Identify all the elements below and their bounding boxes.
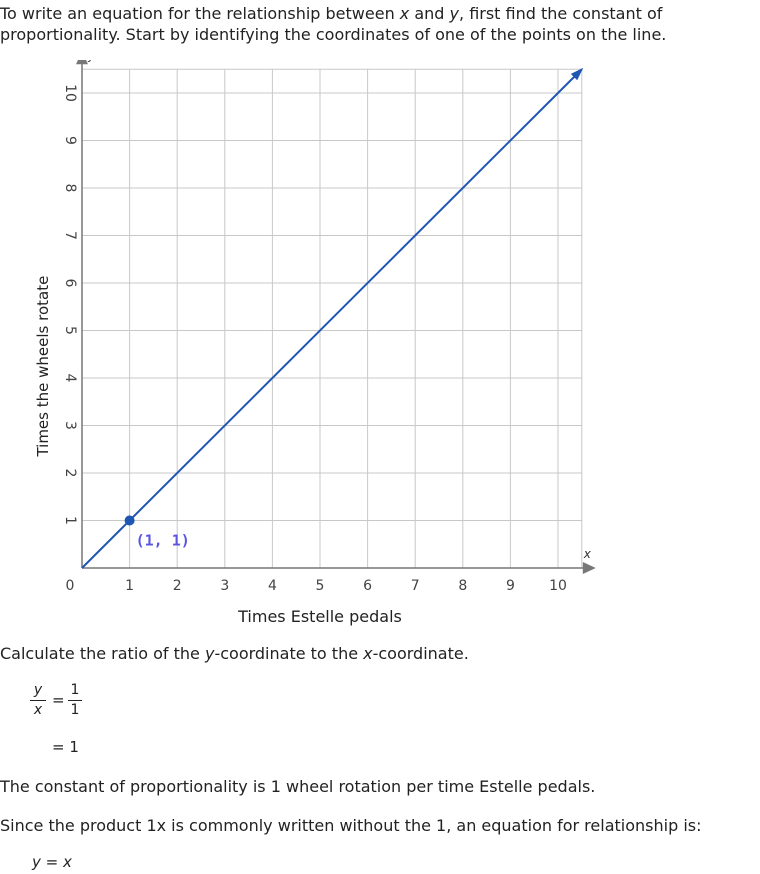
ratio-result: = 1 [52,738,79,756]
x-tick-label: 10 [549,578,567,594]
series-line-arrowhead [570,67,584,81]
ratio-fraction-rhs: 1 1 [68,683,82,718]
y-tick-label: 6 [62,279,78,288]
x-tick-label: 8 [458,578,467,594]
x-tick-label: 0 [66,578,75,594]
ratio-fraction-lhs: y x [30,683,46,718]
y-axis-arrow [76,60,88,65]
y-axis-variable-label: y [87,60,96,62]
y-axis-title: Times the wheels rotate [34,276,52,458]
y-tick-label: 2 [62,469,78,478]
highlight-point [124,515,135,526]
y-tick-label: 4 [62,374,78,383]
lhs-numerator: y [33,682,43,698]
lhs-denominator: x [33,702,43,718]
x-tick-label: 9 [506,578,515,594]
final-equation: y = x [32,853,72,871]
x-tick-label: 3 [220,578,229,594]
y-tick-label: 7 [62,231,78,240]
series [81,67,584,569]
constant-statement: The constant of proportionality is 1 whe… [0,777,596,796]
ratio-prompt: Calculate the ratio of the y-coordinate … [0,644,469,663]
axes [76,60,596,574]
y-tick-label: 3 [62,421,78,430]
x-axis-arrow [582,562,596,574]
rhs-numerator: 1 [70,682,80,698]
y-tick-label: 10 [62,84,78,102]
x-tick-label: 7 [411,578,420,594]
equation-explanation: Since the product 1x is commonly written… [0,816,702,835]
fraction-bar [30,700,46,701]
proportional-line-chart: 0 1 2 3 4 5 6 7 8 9 10 1 2 3 4 5 6 7 8 9 10 x y Times Estell… [34,60,596,626]
x-axis-title: Times Estelle pedals [237,607,402,626]
series-line [81,68,583,569]
x-tick-label: 1 [125,578,134,594]
point-label: (1, 1) [136,532,190,550]
grid-lines [82,68,583,568]
y-tick-label: 8 [62,184,78,193]
intro-text: To write an equation for the relationshi… [0,4,667,44]
x-tick-label: 6 [363,578,372,594]
x-tick-label: 4 [268,578,277,594]
fraction-bar [68,700,82,701]
x-tick-label: 5 [316,578,325,594]
x-tick-label: 2 [173,578,182,594]
tick-labels: 0 1 2 3 4 5 6 7 8 9 10 1 2 3 4 5 6 7 8 9 10 [62,84,567,594]
rhs-denominator: 1 [70,702,80,718]
y-tick-label: 5 [62,326,78,335]
y-tick-label: 9 [62,136,78,145]
y-tick-label: 1 [62,516,78,525]
x-axis-variable-label: x [583,547,592,561]
ratio-equals-sign: = [52,691,65,709]
